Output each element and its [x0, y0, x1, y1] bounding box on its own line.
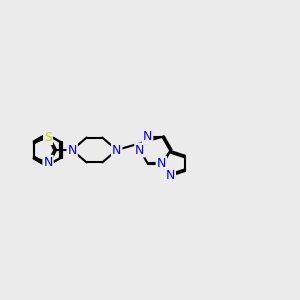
- Text: N: N: [68, 143, 77, 157]
- Text: N: N: [143, 130, 152, 143]
- Text: S: S: [44, 131, 52, 144]
- Text: N: N: [166, 169, 175, 182]
- Text: N: N: [44, 156, 53, 169]
- Text: N: N: [135, 143, 145, 157]
- Text: N: N: [157, 157, 166, 170]
- Text: N: N: [112, 143, 122, 157]
